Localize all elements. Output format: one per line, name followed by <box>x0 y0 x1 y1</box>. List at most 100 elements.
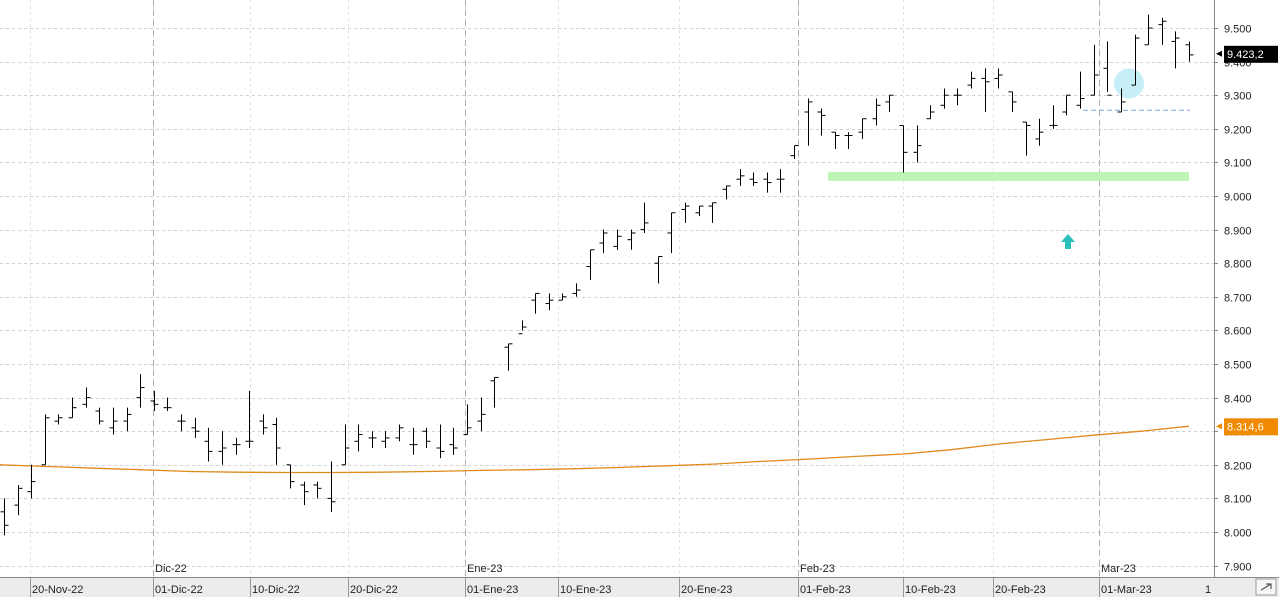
x-date-label: 01-Ene-23 <box>467 584 518 596</box>
ohlc-bar <box>354 424 363 452</box>
x-month-label: Mar-23 <box>1101 563 1136 575</box>
ohlc-bar <box>640 202 649 233</box>
ohlc-bar <box>531 292 540 314</box>
x-date-label: 01-Feb-23 <box>800 584 851 596</box>
y-tick-label: 8.400 <box>1224 394 1252 406</box>
x-date-label: 01-Dic-22 <box>155 584 203 596</box>
ohlc-bar <box>763 172 772 193</box>
ohlc-bar <box>831 131 840 149</box>
ohlc-bar <box>1076 71 1085 109</box>
ohlc-bar <box>913 125 922 163</box>
ohlc-bar <box>136 374 145 408</box>
ohlc-bar <box>54 414 63 425</box>
ohlc-bar <box>667 212 676 254</box>
ohlc-bar <box>994 68 1003 89</box>
ohlc-bar <box>1185 41 1194 62</box>
x-date-label: 20-Ene-23 <box>681 584 732 596</box>
price-badges: 9.423,2 8.314,6 <box>1216 45 1278 436</box>
ohlc-bar <box>150 390 159 412</box>
ohlc-bar <box>395 424 404 442</box>
moving-average-badge-box <box>1224 418 1278 436</box>
ohlc-bar <box>313 481 322 499</box>
ohlc-bar <box>736 169 745 186</box>
ohlc-bar <box>681 202 690 223</box>
x-month-label: Ene-23 <box>467 563 502 575</box>
ohlc-bar <box>409 427 418 455</box>
ohlc-bar <box>817 108 826 136</box>
ohlc-bar <box>1049 105 1058 129</box>
ohlc-bar <box>82 387 91 408</box>
ohlc-bar <box>518 320 527 335</box>
ohlc-bar <box>286 464 295 489</box>
ohlc-bar <box>1131 34 1140 86</box>
ohlc-bar <box>844 132 853 149</box>
ohlc-bar <box>953 88 962 106</box>
x-date-label: 20-Feb-23 <box>995 584 1046 596</box>
ohlc-bar <box>327 461 336 512</box>
x-axis: 20-Nov-22 01-Dic-22 10-Dic-22 20-Dic-22 01-E… <box>0 563 1279 597</box>
ohlc-bar <box>586 249 595 280</box>
ohlc-bar <box>218 431 227 465</box>
ohlc-bar <box>804 98 813 146</box>
y-axis: 9.5009.4009.3009.2009.1009.0008.9008.800… <box>1214 0 1279 577</box>
last-price-badge-box <box>1224 45 1278 63</box>
ohlc-bar <box>967 71 976 89</box>
ohlc-bar <box>1117 88 1126 113</box>
support-band <box>828 171 1189 181</box>
ohlc-bar <box>654 255 663 284</box>
arrow-up-icon <box>1061 234 1075 249</box>
price-bars <box>0 14 1194 536</box>
x-date-label: 20-Nov-22 <box>32 584 83 596</box>
x-month-label: Feb-23 <box>800 563 835 575</box>
x-date-label: 10-Ene-23 <box>560 584 611 596</box>
ohlc-bar <box>191 417 200 438</box>
ohlc-bar <box>368 431 377 448</box>
moving-average-line <box>0 425 1190 474</box>
y-tick-label: 8.000 <box>1224 528 1252 540</box>
ohlc-bar <box>1090 44 1099 96</box>
y-axis-panel <box>1214 0 1279 577</box>
ohlc-bar <box>558 293 567 301</box>
y-tick-label: 8.900 <box>1224 226 1252 238</box>
ohlc-bar <box>858 118 867 139</box>
moving-average-badge-text: 8.314,6 <box>1227 421 1264 433</box>
ohlc-bar <box>300 481 309 506</box>
moving-average-badge-pointer <box>1216 423 1222 430</box>
ohlc-bar <box>722 185 731 200</box>
ohlc-bar <box>545 293 554 311</box>
y-tick-label: 8.500 <box>1224 360 1252 372</box>
x-date-label: 10-Dic-22 <box>252 584 300 596</box>
y-tick-label: 9.500 <box>1224 24 1252 36</box>
y-tick-label: 8.600 <box>1224 326 1252 338</box>
ohlc-bar <box>1022 121 1031 156</box>
ohlc-bar <box>422 427 431 448</box>
ohlc-bar <box>232 437 241 455</box>
y-tick-label: 8.700 <box>1224 293 1252 305</box>
ohlc-bar <box>341 424 350 466</box>
ohlc-bar <box>109 407 118 435</box>
ohlc-bar <box>123 407 132 432</box>
scroll-right-button[interactable] <box>1255 578 1277 596</box>
ohlc-bar <box>1158 17 1167 45</box>
ohlc-bar <box>1103 41 1112 96</box>
ohlc-bar <box>477 397 486 432</box>
ohlc-bar <box>776 169 785 193</box>
ohlc-bar <box>272 417 281 465</box>
ohlc-bar <box>1062 94 1071 116</box>
ohlc-bar <box>1008 91 1017 112</box>
ohlc-bar <box>695 205 704 217</box>
ohlc-bar <box>599 229 608 254</box>
last-price-badge: 9.423,2 <box>1216 45 1278 63</box>
ohlc-bar <box>14 484 23 516</box>
ohlc-bar <box>41 414 50 466</box>
x-date-label: 20-Dic-22 <box>350 584 398 596</box>
ohlc-bar <box>899 124 908 173</box>
ohlc-bar <box>436 424 445 459</box>
ohlc-bar <box>1144 14 1153 46</box>
ohlc-bar <box>381 431 390 448</box>
last-price-badge-text: 9.423,2 <box>1227 49 1264 61</box>
month-separators <box>153 0 1100 577</box>
ohlc-bar <box>449 427 458 455</box>
